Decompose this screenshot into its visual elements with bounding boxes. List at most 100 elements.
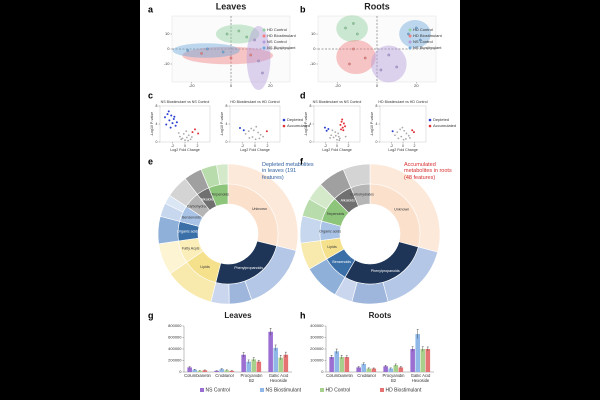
bar <box>371 368 377 372</box>
bar <box>410 349 415 372</box>
y-tick-label: -10 <box>310 61 317 66</box>
y-tick-label: 200000 <box>168 358 182 363</box>
legend-label: HD Control <box>267 27 287 32</box>
bar <box>366 368 372 372</box>
x-axis-label: Log2 Fold Change <box>388 148 418 152</box>
x-tick-label: 2 <box>267 144 269 148</box>
legend-swatch <box>260 388 264 392</box>
point <box>165 123 168 126</box>
point <box>169 126 172 129</box>
legend-swatch <box>408 40 412 44</box>
bar <box>361 363 366 372</box>
segment-label: Terpenoids <box>211 193 229 197</box>
x-tick-label: -20 <box>189 83 196 88</box>
point <box>197 132 200 135</box>
point <box>341 126 344 129</box>
sunburst-title-box: Depleted metabolites in leaves (191 feat… <box>262 162 314 181</box>
point <box>251 136 254 138</box>
x-tick-label-box: Procyanidin B2 <box>241 374 263 383</box>
point <box>340 128 343 131</box>
y-tick-label: 0 <box>179 369 182 374</box>
bar <box>229 370 235 372</box>
y-tick-label: -10 <box>164 61 171 66</box>
y-tick-label: 400000 <box>310 323 324 328</box>
bar <box>224 370 230 372</box>
legend-swatch <box>262 28 266 32</box>
y-tick-label: 600000 <box>168 335 182 340</box>
plot-title: HD Biostimulant vs HD Control <box>378 100 427 104</box>
legend-swatch <box>200 388 204 392</box>
x-tick-label: Columbianetin <box>184 374 211 378</box>
point <box>418 38 422 42</box>
y-tick-label: 200000 <box>310 346 324 351</box>
point <box>404 137 407 140</box>
point <box>344 135 347 138</box>
x-tick-label: 0 <box>230 83 233 88</box>
y-axis-label: -Log10 P-value <box>304 112 308 136</box>
legend-label: HD Biostimulant <box>413 33 443 38</box>
y-tick-label: 800000 <box>168 323 182 328</box>
point <box>245 35 249 39</box>
point <box>254 138 257 141</box>
point <box>338 137 341 140</box>
point <box>342 122 345 125</box>
point <box>344 26 347 30</box>
chart-title: Leaves <box>216 1 247 11</box>
bar <box>268 331 273 372</box>
y-axis-label: -Log10 P-value <box>150 112 154 136</box>
bar <box>246 361 251 372</box>
point <box>206 47 209 51</box>
bar <box>329 357 334 372</box>
x-tick-label: 2 <box>197 144 199 148</box>
point <box>337 135 340 138</box>
group-ellipse <box>182 46 274 65</box>
chart-title: Roots <box>369 311 392 320</box>
point <box>397 137 400 140</box>
panel-letter: g <box>148 310 154 320</box>
point <box>166 113 169 116</box>
legend-label: NS Control <box>413 39 433 44</box>
bar <box>251 359 257 372</box>
segment-label: Lipids <box>200 265 210 269</box>
y-tick-label: 300000 <box>310 335 324 340</box>
x-tick-label-box: Cnidilanol <box>215 374 234 378</box>
panel-letter: d <box>300 90 306 100</box>
group-ellipse <box>371 45 407 83</box>
bar <box>334 351 339 372</box>
x-tick-label: 0 <box>254 144 256 148</box>
x-tick-label: Gallic Acid Hexoside <box>268 374 289 383</box>
plot-area <box>159 105 211 143</box>
bar <box>415 334 420 372</box>
y-tick-label: 0 <box>226 140 228 144</box>
y-tick-label: 0 <box>313 46 316 51</box>
segment-label: Unknown <box>394 208 409 212</box>
bar <box>197 370 203 372</box>
bar <box>273 347 278 372</box>
bar <box>393 365 399 372</box>
y-tick-label: 0 <box>321 369 324 374</box>
point <box>187 134 190 137</box>
point <box>174 124 177 127</box>
y-tick-label: 400000 <box>168 346 182 351</box>
point <box>250 127 253 130</box>
point <box>248 137 251 139</box>
x-axis-label: Log2 Fold Change <box>240 148 270 152</box>
x-tick-label-box: Procyanidin B2 <box>383 374 405 383</box>
segment-label: Benzenoids <box>182 216 201 220</box>
point <box>225 32 229 36</box>
point <box>403 129 406 132</box>
group-ellipse <box>172 43 240 58</box>
bar <box>187 367 192 372</box>
bar <box>283 354 289 372</box>
y-tick-label: 8 <box>226 104 228 108</box>
x-tick-label-box: Gallic Acid Hexoside <box>268 374 289 383</box>
x-tick-label: Cnidilanol <box>215 374 234 378</box>
point <box>185 130 188 133</box>
chart-title: Leaves <box>224 311 252 320</box>
point <box>394 134 396 137</box>
y-tick-label: 8 <box>310 104 312 108</box>
y-tick-label: 8 <box>376 104 378 108</box>
y-tick-label: 4 <box>226 122 228 126</box>
legend-swatch <box>282 118 286 122</box>
